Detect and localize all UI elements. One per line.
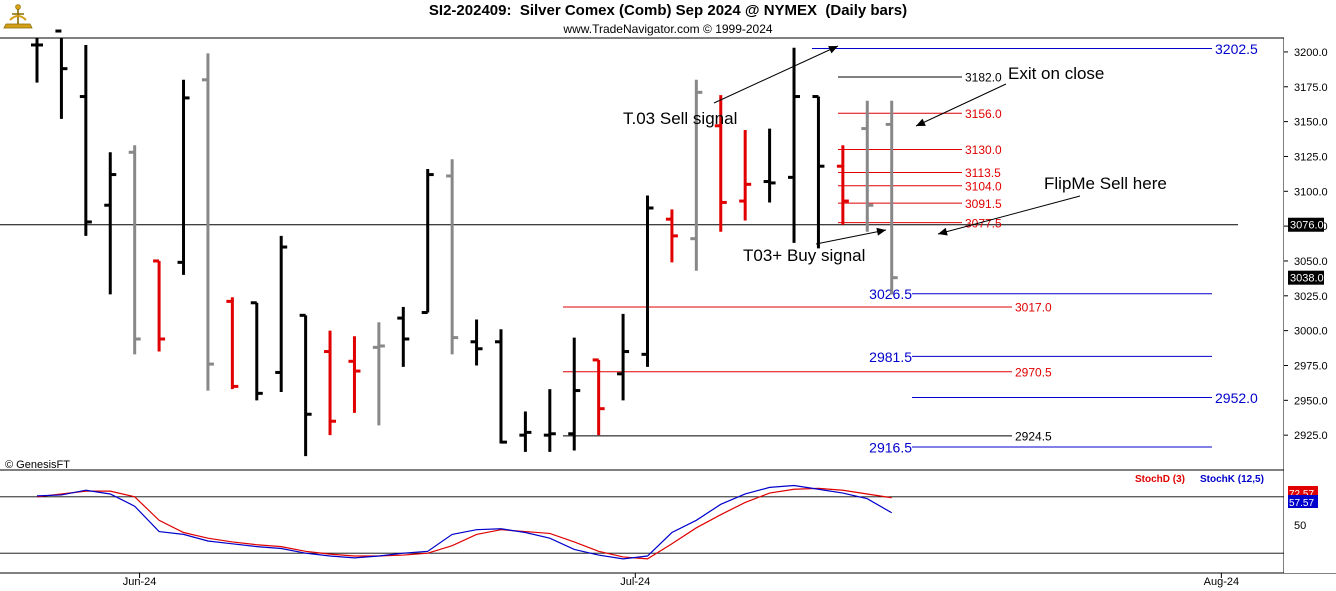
stoch-tag-label: 72.57 xyxy=(1289,489,1314,500)
price-bar[interactable] xyxy=(372,322,385,426)
annotation-arrowhead xyxy=(828,46,838,54)
level-label: 2916.5 xyxy=(869,439,912,455)
annotation-text: FlipMe Sell here xyxy=(1044,174,1167,193)
price-bar[interactable] xyxy=(714,95,727,232)
price-bar[interactable] xyxy=(641,195,654,367)
price-tag-label: 3076.0 xyxy=(1290,220,1324,232)
price-bar[interactable] xyxy=(79,44,92,236)
level-label: 3156.0 xyxy=(965,107,1002,121)
price-bar[interactable] xyxy=(470,319,483,366)
price-bar[interactable] xyxy=(568,337,581,451)
price-tag-label: 3038.0 xyxy=(1290,273,1324,285)
date-label: Jun-24 xyxy=(123,576,157,588)
price-bar[interactable] xyxy=(446,159,459,355)
price-tick-label: 3000.0 xyxy=(1294,326,1328,338)
price-bar[interactable] xyxy=(275,235,288,392)
price-bar[interactable] xyxy=(250,301,263,401)
price-bar[interactable] xyxy=(31,38,43,83)
stoch-d-line xyxy=(36,487,892,560)
price-tick-label: 3200.0 xyxy=(1294,47,1328,59)
price-bar[interactable] xyxy=(494,329,507,444)
annotation-text: T.03 Sell signal xyxy=(623,109,737,128)
price-tick-label: 2950.0 xyxy=(1294,395,1328,407)
price-tick-label: 3125.0 xyxy=(1294,151,1328,163)
price-tick-label: 3100.0 xyxy=(1294,186,1328,198)
annotation-arrowhead xyxy=(938,227,948,236)
price-bar[interactable] xyxy=(421,168,434,315)
level-label: 3091.5 xyxy=(965,197,1002,211)
price-bar[interactable] xyxy=(836,145,849,225)
price-bar[interactable] xyxy=(55,29,68,119)
price-bar[interactable] xyxy=(885,100,898,295)
price-bar[interactable] xyxy=(592,358,605,436)
watermark: © GenesisFT xyxy=(5,459,70,471)
chart-subtitle: www.TradeNavigator.com © 1999-2024 xyxy=(563,22,773,36)
stoch-tag xyxy=(1288,495,1318,508)
annotation-text: T03+ Buy signal xyxy=(743,246,865,265)
price-bar[interactable] xyxy=(763,128,776,203)
price-bar[interactable] xyxy=(861,100,874,232)
annotation-arrowhead xyxy=(916,118,926,126)
level-label: 3130.0 xyxy=(965,143,1002,157)
level-label: 3104.0 xyxy=(965,179,1002,193)
price-bar[interactable] xyxy=(348,336,361,413)
level-label: 2970.5 xyxy=(1015,365,1052,379)
level-label: 3017.0 xyxy=(1015,301,1052,315)
price-bar[interactable] xyxy=(665,209,678,263)
price-tick-label: 3050.0 xyxy=(1294,256,1328,268)
date-label: Jul-24 xyxy=(620,576,650,588)
date-label: Aug-24 xyxy=(1204,576,1239,588)
annotation-text: Exit on close xyxy=(1008,64,1104,83)
price-bar[interactable] xyxy=(201,53,214,391)
price-bar[interactable] xyxy=(177,79,190,275)
price-bar[interactable] xyxy=(812,95,825,249)
price-bar[interactable] xyxy=(543,389,556,452)
price-bar[interactable] xyxy=(299,313,312,457)
annotation-arrow-line xyxy=(713,45,839,104)
price-bar[interactable] xyxy=(519,411,532,452)
stoch-legend-k: StochK (12,5) xyxy=(1200,474,1264,485)
stoch-tick-label: 50 xyxy=(1294,520,1306,532)
stoch-k-line xyxy=(36,484,893,560)
annotation-arrow-line xyxy=(815,229,887,245)
annotation-arrow-line xyxy=(937,195,1081,235)
level-label: 3113.5 xyxy=(965,166,1001,180)
chart-title: SI2-202409: Silver Comex (Comb) Sep 2024… xyxy=(428,2,908,19)
stoch-tag-label: 57.57 xyxy=(1289,498,1314,509)
stoch-legend-d: StochD (3) xyxy=(1135,474,1185,485)
level-label: 3182.0 xyxy=(965,71,1002,85)
price-bar[interactable] xyxy=(617,313,630,401)
level-label: 3202.5 xyxy=(1215,41,1258,57)
price-tag xyxy=(1288,217,1324,232)
price-bar[interactable] xyxy=(739,129,752,221)
price-tick-label: 2975.0 xyxy=(1294,360,1328,372)
annotation-arrowhead xyxy=(876,227,886,236)
level-label: 2981.5 xyxy=(869,349,912,365)
level-label: 2924.5 xyxy=(1015,429,1052,443)
price-tag xyxy=(1288,270,1324,285)
level-label: 2952.0 xyxy=(1215,390,1258,406)
price-bar[interactable] xyxy=(324,330,337,436)
price-tick-label: 2925.0 xyxy=(1294,430,1328,442)
price-bar[interactable] xyxy=(690,79,703,271)
price-bar[interactable] xyxy=(397,306,410,367)
price-bar[interactable] xyxy=(153,259,166,352)
axis-background xyxy=(1284,38,1336,573)
price-bar[interactable] xyxy=(128,145,141,355)
price-tick-label: 3150.0 xyxy=(1294,117,1328,129)
price-bar[interactable] xyxy=(104,152,117,295)
price-tick-label: 3175.0 xyxy=(1294,82,1328,94)
price-tick-label: 3025.0 xyxy=(1294,291,1328,303)
logo-icon xyxy=(3,4,33,29)
annotation-arrow-line xyxy=(915,83,1007,127)
price-bar[interactable] xyxy=(226,297,239,390)
price-bar[interactable] xyxy=(788,47,801,243)
